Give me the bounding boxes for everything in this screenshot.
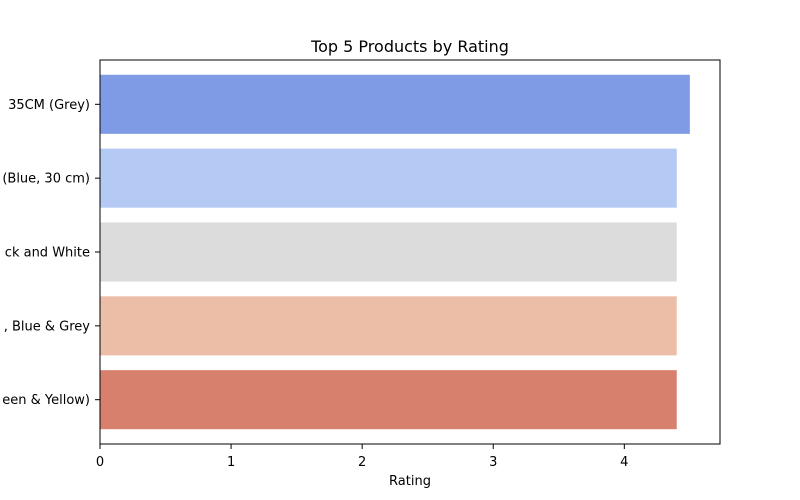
- plot-frame: [99, 59, 721, 445]
- y-tick-label: (Blue, 30 cm): [2, 172, 90, 187]
- chart-title: Top 5 Products by Rating: [310, 37, 509, 56]
- x-tick-label: 4: [620, 455, 628, 470]
- y-tick-label: een & Yellow): [2, 393, 90, 408]
- bars-group: [100, 74, 690, 430]
- bar-3: [100, 222, 677, 282]
- bar-5: [100, 370, 677, 430]
- y-axis-ticks: 35CM (Grey) (Blue, 30 cm) ck and White , Bl…: [2, 98, 100, 408]
- x-tick-label: 1: [227, 455, 235, 470]
- x-tick-label: 3: [489, 455, 497, 470]
- y-tick-label: , Blue & Grey: [4, 319, 91, 334]
- y-tick-label: ck and White: [5, 246, 90, 261]
- bar-4: [100, 296, 677, 356]
- bar-2: [100, 148, 677, 208]
- x-tick-label: 0: [96, 455, 104, 470]
- y-tick-label: 35CM (Grey): [8, 98, 90, 113]
- x-axis-label: Rating: [389, 474, 431, 489]
- x-axis-ticks: 0 1 2 3 4: [96, 444, 628, 470]
- x-tick-label: 2: [358, 455, 366, 470]
- bar-1: [100, 74, 690, 134]
